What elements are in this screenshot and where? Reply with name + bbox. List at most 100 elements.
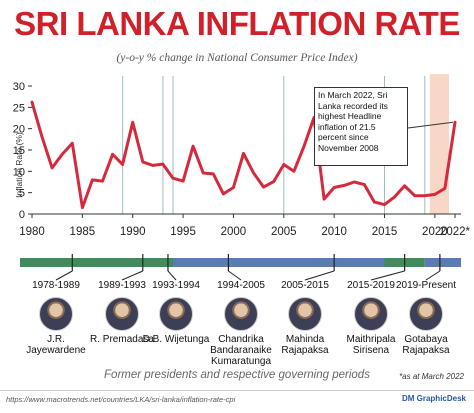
data-point (40, 136, 44, 139)
inflation-line-chart: 0 5 10 15 20 25 30 1980 1985 1990 1995 2000 2005 201… (13, 74, 471, 281)
x-tick-label: 1980 (19, 226, 45, 238)
x-tick-label: 2022* (440, 226, 471, 238)
president-portrait-icon (105, 297, 139, 331)
president-portrait-icon (159, 297, 193, 331)
data-point (383, 203, 386, 206)
data-point (413, 194, 416, 197)
data-point (212, 172, 215, 176)
data-point (131, 121, 134, 124)
footer-caption: Former presidents and respective governi… (104, 369, 370, 381)
data-point (423, 194, 426, 197)
y-tick-label: 10 (13, 166, 25, 178)
president-name: R. Premadasa (90, 334, 154, 345)
data-point (242, 152, 245, 155)
source-link[interactable]: https://www.macrotrends.net/countries/LK… (6, 395, 236, 404)
data-point (262, 185, 265, 189)
president-card: 1994-2005 Chandrika Bandaranaike Kumaratu… (201, 280, 281, 367)
president-period: 2005-2015 (281, 280, 329, 291)
era-timeline (20, 254, 462, 281)
y-tick-label: 30 (13, 81, 25, 93)
data-point (71, 141, 74, 145)
data-point (433, 193, 437, 196)
president-name: Maithripala Sirisena (346, 334, 396, 356)
president-portrait-icon (354, 297, 388, 331)
data-point (151, 164, 155, 167)
era-segment (424, 258, 462, 267)
president-card: 1989-1993 R. Premadasa (82, 280, 162, 345)
president-period: 1989-1993 (98, 280, 146, 291)
era-connector (304, 270, 335, 281)
data-point (161, 162, 165, 166)
president-name: J.R. Jayewardene (26, 334, 86, 356)
callout-box: In March 2022, Sri Lanka recorded its hi… (314, 87, 408, 166)
data-point (61, 153, 64, 156)
data-point (292, 170, 296, 173)
president-period: 2019-Present (395, 280, 457, 291)
data-point (202, 171, 205, 175)
president-name: Mahinda Rajapaksa (281, 334, 329, 356)
president-card: 2005-2015 Mahinda Rajapaksa (265, 280, 345, 356)
data-point (171, 176, 175, 180)
chart-subtitle: (y-o-y % change in National Consumer Pri… (116, 52, 358, 64)
data-point (121, 163, 124, 166)
president-name: D.B. Wijetunga (142, 334, 210, 345)
x-tick-label: 2015 (372, 226, 398, 238)
data-points (30, 101, 457, 209)
era-connector (121, 270, 143, 281)
x-tick-label: 1995 (170, 226, 196, 238)
data-point (181, 179, 185, 183)
president-card: 2015-2019 Maithripala Sirisena (331, 280, 411, 356)
x-tick-label: 2020 (422, 226, 448, 238)
data-point (343, 184, 346, 187)
callout-arrow (407, 121, 454, 129)
president-period: 1994-2005 (217, 280, 265, 291)
era-connector (370, 270, 405, 281)
era-connector (55, 270, 73, 281)
president-portrait-icon (409, 297, 443, 331)
data-point (282, 163, 285, 166)
y-tick-label: 15 (13, 145, 25, 157)
president-card: 1978-1989 J.R. Jayewardene (16, 280, 96, 356)
data-point (443, 187, 447, 190)
x-tick-label: 2005 (271, 226, 297, 238)
president-name: Chandrika Bandaranaike Kumaratunga (210, 334, 272, 367)
era-segment (20, 258, 173, 267)
y-tick-label: 0 (19, 209, 25, 221)
era-connector (425, 270, 441, 281)
president-portrait-icon (224, 297, 258, 331)
data-point (50, 166, 54, 170)
x-tick-label: 2000 (221, 226, 247, 238)
president-portrait-icon (288, 297, 322, 331)
president-period: 2015-2019 (347, 280, 395, 291)
footer-divider (0, 390, 474, 391)
president-name: Gotabaya Rajapaksa (402, 334, 450, 356)
data-point (30, 101, 34, 104)
data-point (332, 186, 336, 189)
president-portrait-icon (39, 297, 73, 331)
data-point (141, 160, 144, 164)
era-connector (167, 270, 177, 281)
data-point (453, 121, 457, 124)
x-tick-label: 1985 (70, 226, 96, 238)
data-point (232, 186, 235, 189)
data-point (353, 180, 356, 184)
as-of-note: *as at March 2022 (399, 372, 464, 381)
data-point (322, 197, 326, 201)
data-point (222, 192, 225, 196)
data-point (101, 179, 104, 183)
president-period: 1978-1989 (32, 280, 80, 291)
y-tick-label: 20 (13, 124, 25, 136)
president-card: 2019-Present Gotabaya Rajapaksa (386, 280, 466, 356)
data-point (252, 171, 255, 175)
data-point (111, 153, 114, 156)
chart-title: SRI LANKA INFLATION RATE (14, 5, 460, 42)
data-point (373, 200, 376, 204)
highlight-band (429, 74, 449, 214)
y-tick-label: 5 (19, 188, 25, 200)
x-tick-label: 2010 (321, 226, 347, 238)
era-segment (173, 258, 385, 267)
y-axis: 0 5 10 15 20 25 30 (13, 81, 32, 221)
data-point (272, 180, 275, 183)
grid-lines (122, 76, 426, 214)
data-point (403, 184, 406, 188)
